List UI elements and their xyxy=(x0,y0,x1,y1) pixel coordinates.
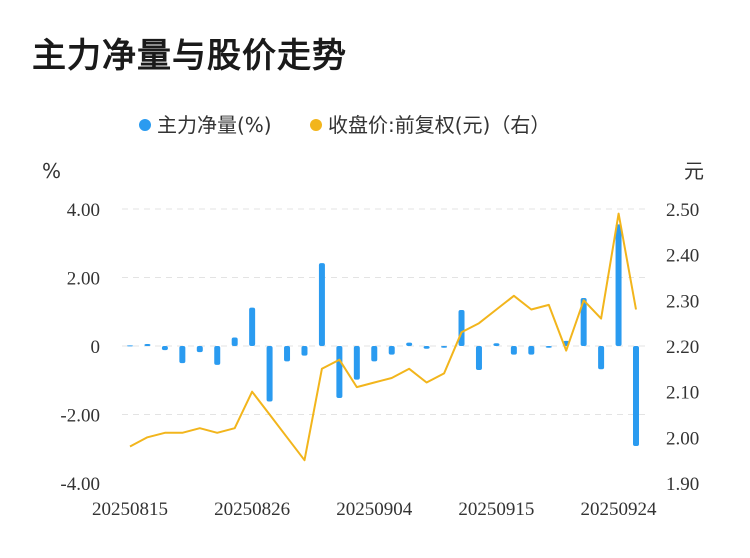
bar xyxy=(231,337,238,346)
line-series xyxy=(129,212,637,462)
bar xyxy=(284,346,291,362)
bar xyxy=(249,307,256,346)
left-tick-label: 4.00 xyxy=(67,200,100,221)
left-tick-label: 0 xyxy=(91,337,101,358)
bar xyxy=(598,346,605,370)
bar xyxy=(318,263,325,346)
bar xyxy=(214,346,221,365)
bar-series xyxy=(127,224,639,447)
bar xyxy=(388,346,395,355)
right-axis-unit: 元 xyxy=(684,159,704,183)
x-tick-label: 20250924 xyxy=(581,499,658,520)
bar xyxy=(528,346,535,355)
bar xyxy=(545,346,552,348)
bar xyxy=(406,342,413,346)
bar xyxy=(475,346,482,370)
bar xyxy=(371,346,378,362)
bar xyxy=(179,346,186,364)
gridlines xyxy=(122,208,648,415)
right-tick-label: 2.00 xyxy=(666,428,699,449)
bar xyxy=(196,346,203,353)
bar xyxy=(441,346,448,348)
bar xyxy=(423,346,430,349)
x-tick-label: 20250904 xyxy=(336,499,413,520)
bar xyxy=(493,343,500,346)
legend-label-0[interactable]: 主力净量(%) xyxy=(157,113,272,137)
bar xyxy=(353,346,360,380)
x-axis: 20250815 20250826 20250904 20250915 20250924 xyxy=(92,499,657,520)
bar xyxy=(301,346,308,356)
bar xyxy=(633,346,639,447)
bar xyxy=(615,224,622,346)
right-axis: 2.50 2.40 2.30 2.20 2.10 2.00 1.90 xyxy=(666,200,699,495)
bar xyxy=(336,346,343,399)
bar xyxy=(127,345,133,347)
left-tick-label: -4.00 xyxy=(60,474,100,495)
bar xyxy=(510,346,517,355)
bar xyxy=(144,343,151,346)
x-tick-label: 20250815 xyxy=(92,499,168,520)
left-axis-unit: % xyxy=(42,159,61,183)
bar xyxy=(580,298,587,346)
right-tick-label: 1.90 xyxy=(666,474,699,495)
right-tick-label: 2.20 xyxy=(666,337,699,358)
legend[interactable]: 主力净量(%) 收盘价:前复权(元)（右） xyxy=(139,113,550,137)
legend-marker-1[interactable] xyxy=(310,119,322,131)
legend-marker-0[interactable] xyxy=(139,119,151,131)
bar xyxy=(266,346,273,402)
right-tick-label: 2.50 xyxy=(666,200,699,221)
right-tick-label: 2.30 xyxy=(666,291,699,312)
legend-label-1[interactable]: 收盘价:前复权(元)（右） xyxy=(328,113,550,137)
axis-units: % 元 xyxy=(42,159,704,183)
x-tick-label: 20250826 xyxy=(214,499,290,520)
bar xyxy=(458,310,465,346)
price-line xyxy=(129,212,637,462)
bar xyxy=(161,346,168,351)
left-axis: 4.00 2.00 0 -2.00 -4.00 xyxy=(60,200,100,495)
left-tick-label: -2.00 xyxy=(60,406,100,427)
x-tick-label: 20250915 xyxy=(458,499,534,520)
left-tick-label: 2.00 xyxy=(67,269,100,290)
chart-title: 主力净量与股价走势 xyxy=(32,36,347,76)
right-tick-label: 2.40 xyxy=(666,246,699,267)
right-tick-label: 2.10 xyxy=(666,383,699,404)
